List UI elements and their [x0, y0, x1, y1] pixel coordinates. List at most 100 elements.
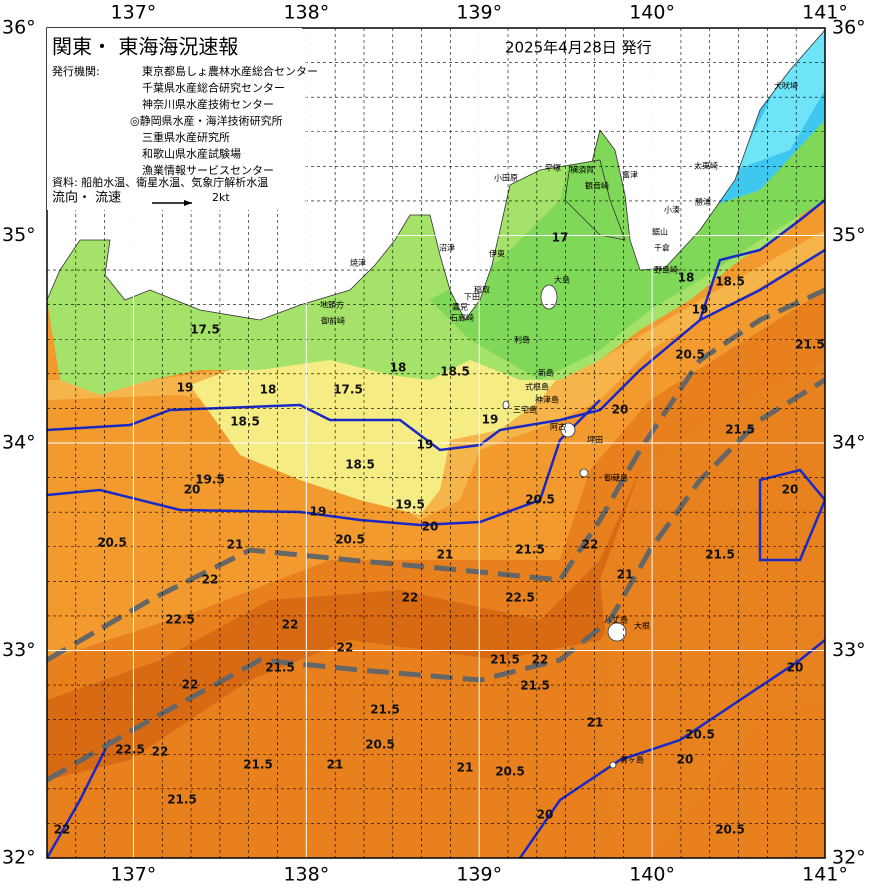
lat-label-right: 35°	[832, 224, 866, 246]
lat-label-left: 34°	[2, 432, 36, 454]
isotherm-label: 19	[177, 381, 194, 395]
place-name: 勝浦	[695, 197, 711, 207]
issuer: 神奈川県水産技術センター	[142, 97, 274, 111]
place-name: 雲見	[452, 303, 468, 312]
issuer-label: 発行機関:	[52, 64, 100, 78]
issuer: 三重県水産研究所	[142, 130, 230, 144]
isotherm-label: 20	[787, 661, 804, 675]
place-name: 新島	[538, 368, 554, 378]
place-name: 伊東	[489, 249, 505, 259]
place-name: 御蔵島	[604, 473, 628, 483]
isotherm-label: 21.5	[795, 338, 825, 352]
isotherm-label: 20	[677, 753, 694, 767]
flow-scale: 2kt	[212, 191, 230, 204]
isotherm-label: 22.5	[115, 743, 145, 757]
isotherm-label: 17	[552, 231, 569, 245]
lon-label-top: 140°	[629, 2, 675, 24]
isotherm-label: 20	[537, 808, 554, 822]
isotherm-label: 18.5	[715, 275, 745, 289]
lat-label-left: 35°	[2, 224, 36, 246]
isotherm-label: 18	[678, 271, 695, 285]
place-name: 大根	[634, 621, 650, 631]
flow-label: 流向・ 流速	[52, 190, 121, 206]
place-name: 野島崎	[654, 265, 678, 275]
place-name: 青ヶ島	[620, 755, 644, 765]
isotherm-label: 21.5	[167, 793, 197, 807]
lon-label-top: 139°	[456, 2, 502, 24]
isotherm-label: 18	[390, 361, 407, 375]
place-name: 小湊	[664, 205, 680, 215]
place-name: 犬吠埼	[774, 81, 798, 91]
isotherm-label: 21	[457, 761, 474, 775]
isotherm-label: 21.5	[515, 543, 545, 557]
issuer: 和歌山県水産試験場	[142, 147, 241, 161]
isotherm-label: 19	[310, 505, 327, 519]
isotherm-label: 22	[202, 573, 219, 587]
isotherm-label: 21.5	[520, 679, 550, 693]
issuer: 漁業情報サービスセンター	[142, 163, 274, 177]
isotherm-label: 19	[417, 438, 434, 452]
issue-date: 2025年4月28日 発行	[505, 39, 652, 57]
isotherm-label: 21	[437, 548, 454, 562]
isotherm-label: 17.5	[333, 383, 363, 397]
legend-box	[47, 28, 302, 210]
lat-label-right: 36°	[832, 17, 866, 39]
place-name: 大島	[554, 275, 570, 285]
isotherm-label: 20.5	[365, 738, 395, 752]
place-name: 神津島	[535, 395, 559, 405]
lat-label-right: 34°	[832, 432, 866, 454]
isotherm-label: 20.5	[335, 533, 365, 547]
isotherm-label: 21.5	[265, 661, 295, 675]
place-name: 式根島	[525, 382, 549, 392]
isotherm-label: 20.5	[675, 348, 705, 362]
issuer: ◎静岡県水産・海洋技術研究所	[130, 114, 283, 128]
lon-label-top: 138°	[283, 2, 329, 24]
isotherm-label: 21	[617, 568, 634, 582]
issuer: 東京都島しょ農林水産総合センター	[142, 64, 318, 78]
isotherm-label: 19	[482, 413, 499, 427]
isotherm-label: 22	[182, 678, 199, 692]
place-name: 三宅島	[513, 405, 537, 415]
isotherm-label: 19	[692, 303, 709, 317]
place-name: 利島	[514, 335, 530, 345]
isotherm-label: 21.5	[243, 758, 273, 772]
isotherm-label: 22	[152, 745, 169, 759]
lon-label-bottom: 141°	[802, 864, 848, 886]
place-name: 観音崎	[585, 181, 609, 191]
isotherm-label: 22.5	[505, 591, 535, 605]
isotherm-label: 22	[282, 618, 299, 632]
lon-label-top: 141°	[802, 2, 848, 24]
lat-label-left: 32°	[2, 847, 36, 869]
lon-label-bottom: 139°	[456, 864, 502, 886]
place-name: 横須賀	[570, 165, 594, 175]
isotherm-label: 20	[612, 403, 629, 417]
title: 関東・ 東海海況速報	[52, 35, 238, 59]
place-name: 地頭方	[320, 300, 344, 310]
isotherm-label: 20.5	[495, 765, 525, 779]
place-name: 平塚	[545, 164, 561, 173]
sources: 資料: 船舶水温、衛星水温、気象庁解析水温	[52, 175, 268, 189]
lon-label-bottom: 137°	[111, 864, 157, 886]
isotherm-label: 20	[782, 483, 799, 497]
isotherm-label: 18.5	[230, 415, 260, 429]
isotherm-label: 22.5	[165, 613, 195, 627]
lat-label-left: 36°	[2, 17, 36, 39]
lat-label-left: 33°	[2, 639, 36, 661]
isotherm-label: 22	[582, 538, 599, 552]
place-name: 下田	[464, 293, 480, 302]
flow-scale-arrowhead	[184, 200, 192, 206]
isotherm-label: 21.5	[705, 548, 735, 562]
isotherm-label: 20.5	[525, 493, 555, 507]
isotherm-label: 21.5	[490, 653, 520, 667]
isotherm-label: 21.5	[725, 423, 755, 437]
place-name: 千倉	[654, 243, 670, 253]
issuer: 千葉県水産総合研究センター	[142, 81, 285, 95]
isotherm-label: 22	[337, 641, 354, 655]
map-frame	[46, 27, 826, 859]
isotherm-label: 18	[260, 383, 277, 397]
place-name: 鋸山	[652, 227, 668, 237]
isotherm-label: 20	[184, 483, 201, 497]
isotherm-label: 22	[54, 823, 71, 837]
